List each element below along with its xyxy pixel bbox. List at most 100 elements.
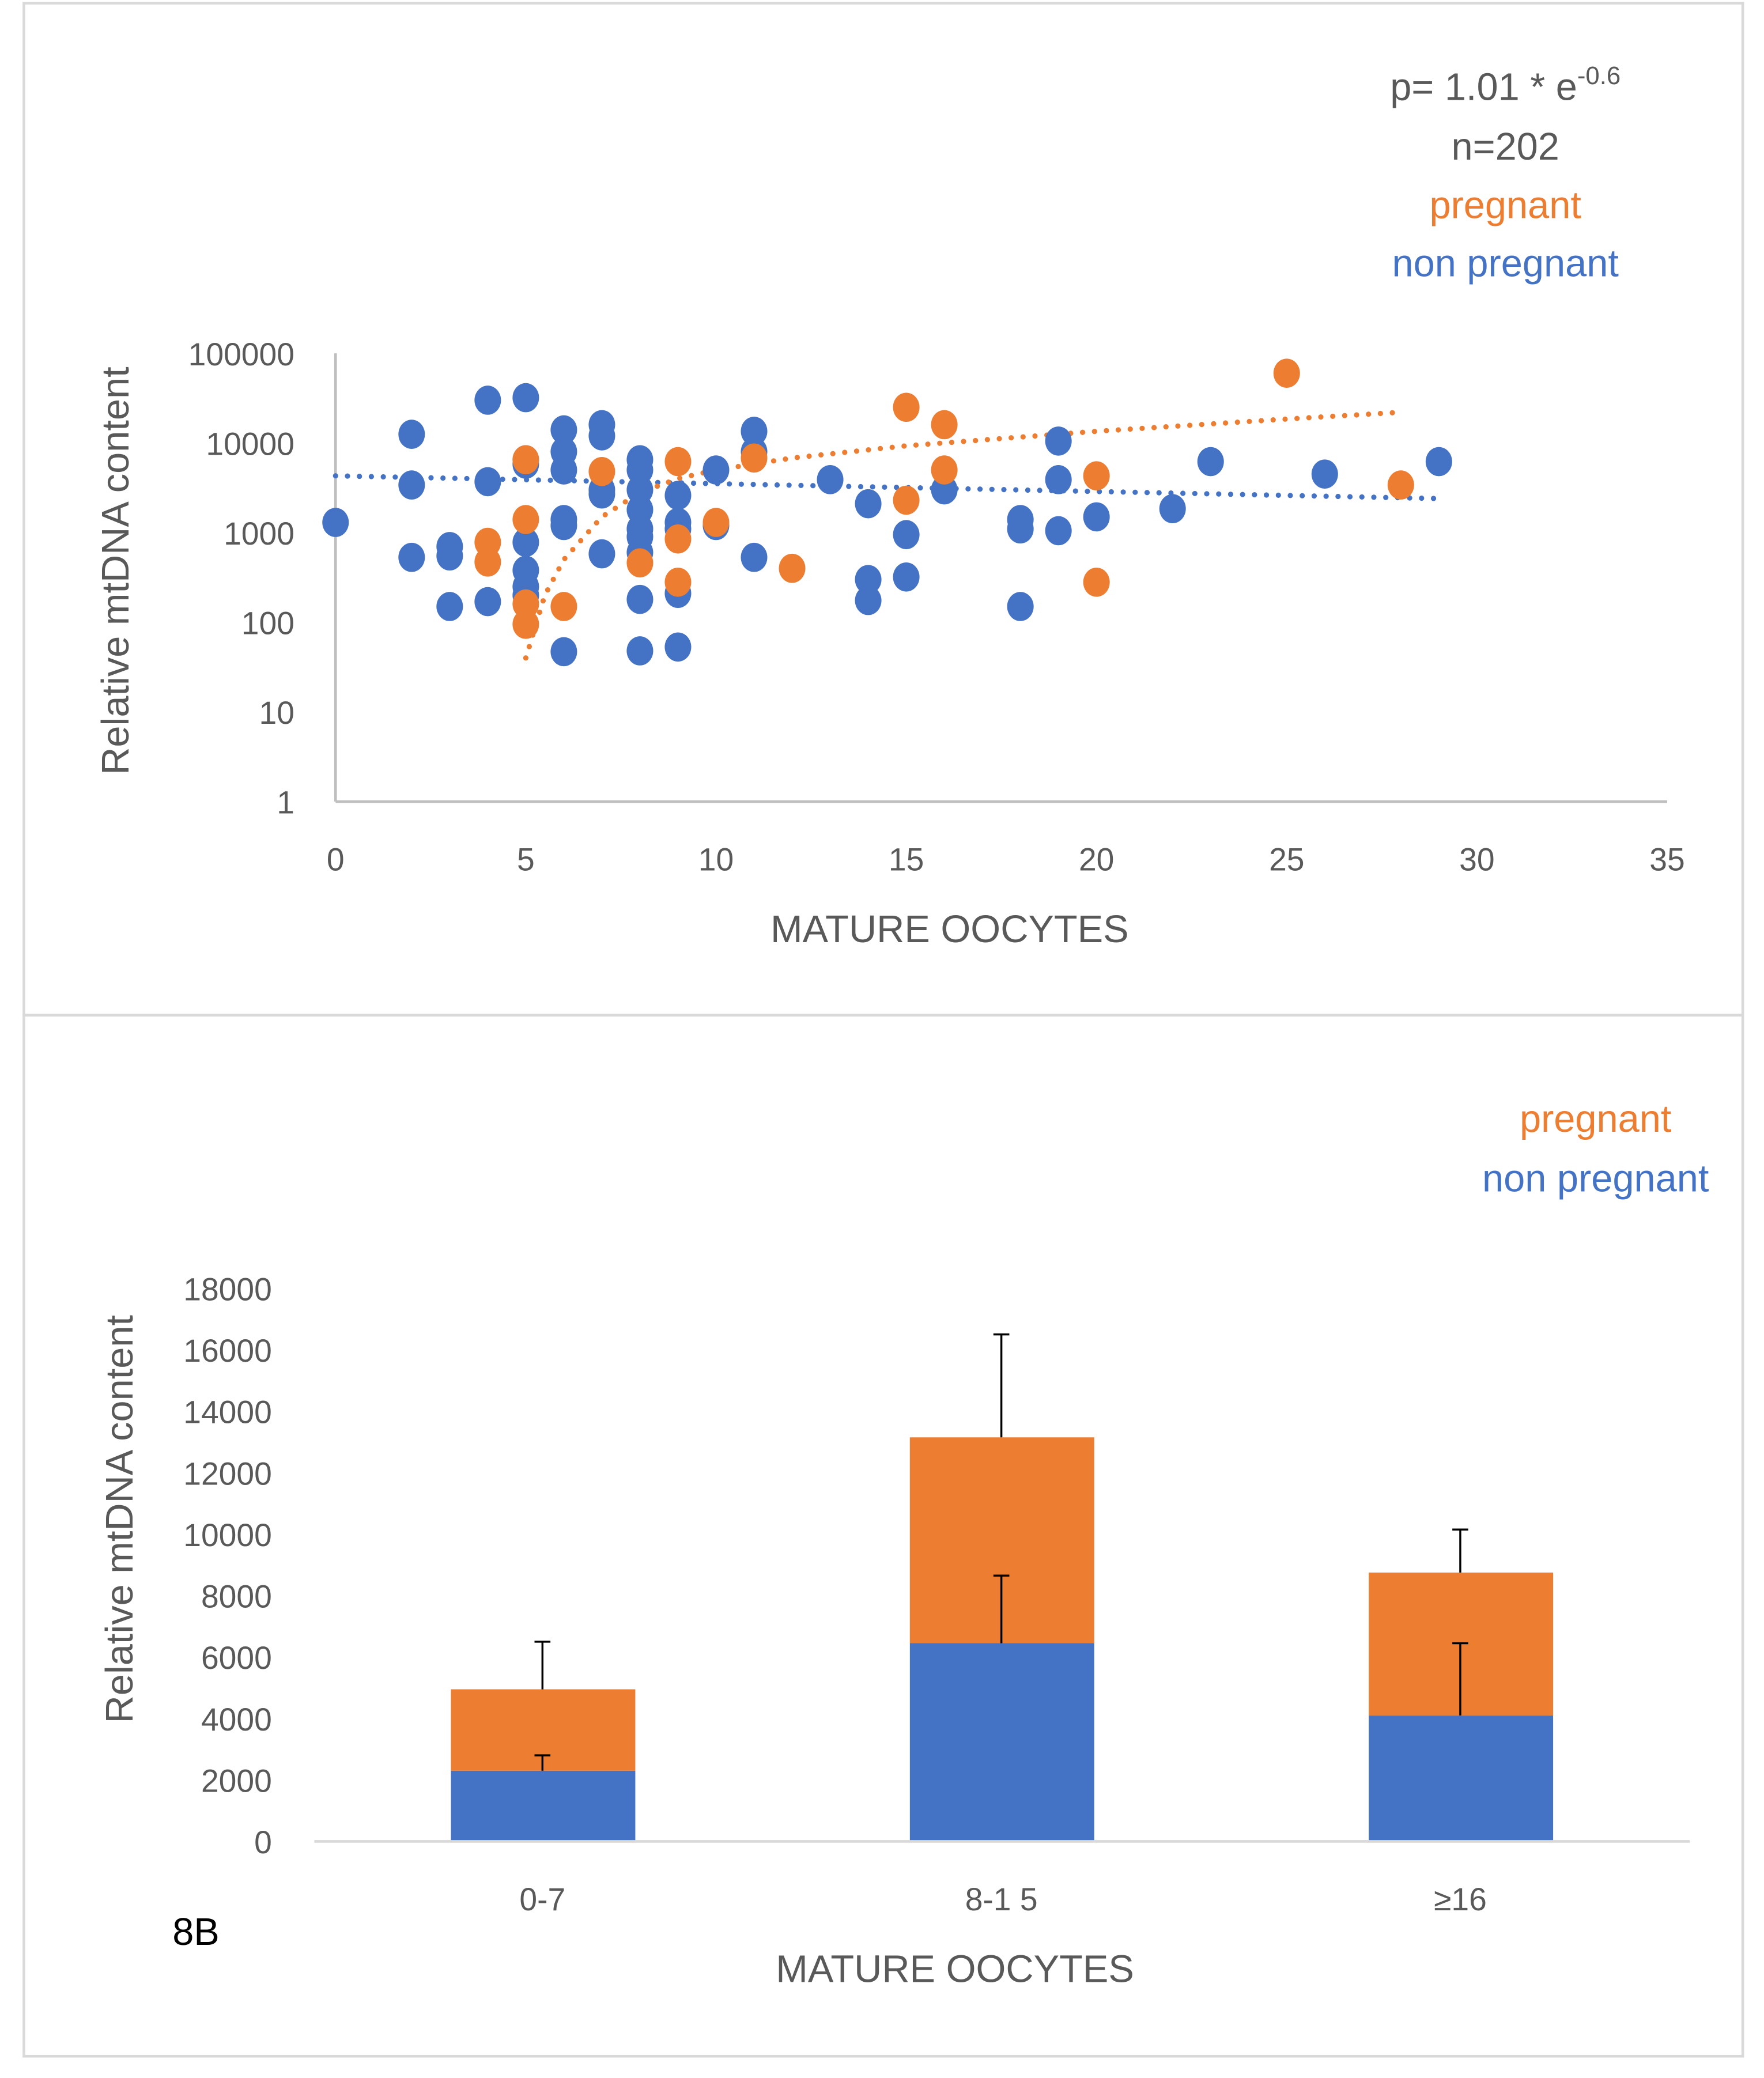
y-tick-label: 16000	[183, 1333, 272, 1369]
x-tick-label: 0-7	[519, 1881, 565, 1917]
panel-label: 8B	[172, 1911, 220, 1954]
data-point-non-pregnant	[855, 585, 882, 615]
data-point-non-pregnant	[398, 420, 425, 449]
data-point-pregnant	[893, 392, 920, 422]
legend-pregnant: pregnant	[1429, 184, 1581, 226]
data-point-non-pregnant	[550, 415, 577, 445]
data-point-pregnant	[1083, 567, 1110, 597]
y-tick-label: 1	[277, 785, 294, 821]
data-point-non-pregnant	[588, 421, 615, 451]
data-point-pregnant	[512, 505, 539, 534]
x-tick-label: 10	[698, 842, 734, 878]
legend-pregnant: pregnant	[1520, 1098, 1672, 1140]
trendline-non-pregnant	[333, 473, 1442, 501]
data-point-non-pregnant	[474, 467, 501, 497]
data-point-pregnant	[931, 455, 958, 485]
data-point-pregnant	[664, 524, 692, 554]
data-point-non-pregnant	[664, 632, 692, 662]
x-tick-label: 20	[1079, 842, 1114, 878]
legend-non-pregnant: non pregnant	[1482, 1158, 1709, 1200]
data-point-non-pregnant	[1007, 592, 1034, 621]
data-point-pregnant	[588, 456, 615, 486]
data-point-non-pregnant	[626, 584, 654, 614]
data-point-non-pregnant	[855, 565, 882, 594]
y-tick-label: 8000	[201, 1579, 272, 1615]
data-point-non-pregnant	[550, 637, 577, 667]
data-point-pregnant	[550, 592, 577, 621]
y-tick-label: 10000	[183, 1517, 272, 1553]
y-tick-label: 1000	[224, 516, 294, 551]
data-point-non-pregnant	[893, 520, 920, 550]
formula-annotation: p= 1.01 * e-0.6	[1390, 62, 1621, 109]
data-point-pregnant	[1273, 358, 1300, 388]
n-annotation: n=202	[1451, 126, 1559, 168]
y-tick-label: 10	[259, 695, 294, 731]
data-point-pregnant	[664, 567, 692, 597]
data-point-non-pregnant	[474, 587, 501, 617]
scatter-chart: p= 1.01 * e-0.6 n=202 pregnant non pregn…	[95, 62, 1684, 951]
data-point-non-pregnant	[741, 542, 768, 572]
x-tick-label: 30	[1459, 842, 1494, 878]
data-point-non-pregnant	[1007, 514, 1034, 544]
data-point-pregnant	[626, 548, 654, 578]
data-point-non-pregnant	[436, 592, 463, 621]
data-point-non-pregnant	[664, 481, 692, 511]
data-point-non-pregnant	[322, 508, 349, 537]
data-point-non-pregnant	[741, 417, 768, 446]
data-point-pregnant	[893, 485, 920, 515]
x-tick-label: 0	[327, 842, 345, 878]
data-point-non-pregnant	[1311, 459, 1338, 489]
data-point-non-pregnant	[702, 455, 730, 485]
y-tick-label: 4000	[201, 1702, 272, 1737]
data-point-non-pregnant	[1197, 447, 1224, 477]
data-point-non-pregnant	[550, 511, 577, 541]
data-point-pregnant	[1083, 461, 1110, 491]
x-axis-title: MATURE OOCYTES	[770, 908, 1129, 951]
x-tick-label: 15	[889, 842, 924, 878]
y-axis-title: Relative mtDNA content	[99, 1314, 141, 1723]
data-point-non-pregnant	[1425, 447, 1452, 477]
data-point-non-pregnant	[512, 383, 539, 413]
x-tick-label: ≥16	[1434, 1881, 1487, 1917]
data-point-non-pregnant	[588, 479, 615, 509]
bottom-panel-border	[22, 1014, 1744, 2058]
data-point-pregnant	[512, 445, 539, 475]
stacked-bar-chart: pregnant non pregnant 0 2000 4000 6000 8000 1…	[99, 1098, 1709, 1990]
y-axis-title: Relative mtDNA content	[95, 367, 137, 775]
data-point-non-pregnant	[474, 386, 501, 415]
data-point-non-pregnant	[817, 465, 844, 494]
data-point-non-pregnant	[893, 562, 920, 592]
data-point-pregnant	[1387, 470, 1414, 500]
x-tick-label: 5	[517, 842, 535, 878]
y-tick-label: 0	[254, 1824, 272, 1860]
y-tick-label: 10000	[206, 426, 294, 462]
data-point-non-pregnant	[626, 636, 654, 666]
data-point-pregnant	[931, 410, 958, 440]
bar-non-pregnant	[451, 1770, 636, 1842]
y-tick-label: 100	[241, 606, 294, 641]
data-point-non-pregnant	[1083, 502, 1110, 532]
data-point-non-pregnant	[1045, 426, 1072, 456]
y-tick-label: 18000	[183, 1271, 272, 1307]
data-point-non-pregnant	[588, 539, 615, 569]
data-point-pregnant	[664, 447, 692, 477]
data-point-non-pregnant	[550, 455, 577, 485]
data-point-pregnant	[512, 589, 539, 619]
y-tick-label: 12000	[183, 1456, 272, 1491]
y-tick-label: 100000	[188, 337, 294, 372]
bar-non-pregnant	[909, 1643, 1094, 1842]
data-point-pregnant	[512, 610, 539, 639]
data-point-pregnant	[779, 553, 806, 583]
data-point-non-pregnant	[512, 527, 539, 557]
data-point-non-pregnant	[398, 470, 425, 500]
y-tick-label: 2000	[201, 1763, 272, 1799]
x-axis-title: MATURE OOCYTES	[776, 1948, 1134, 1990]
data-point-pregnant	[702, 508, 730, 537]
y-tick-label: 14000	[183, 1395, 272, 1430]
data-point-non-pregnant	[398, 542, 425, 572]
x-tick-label: 8-1 5	[965, 1881, 1038, 1917]
data-point-pregnant	[474, 547, 501, 577]
legend-non-pregnant: non pregnant	[1392, 243, 1619, 285]
x-tick-label: 35	[1649, 842, 1684, 878]
